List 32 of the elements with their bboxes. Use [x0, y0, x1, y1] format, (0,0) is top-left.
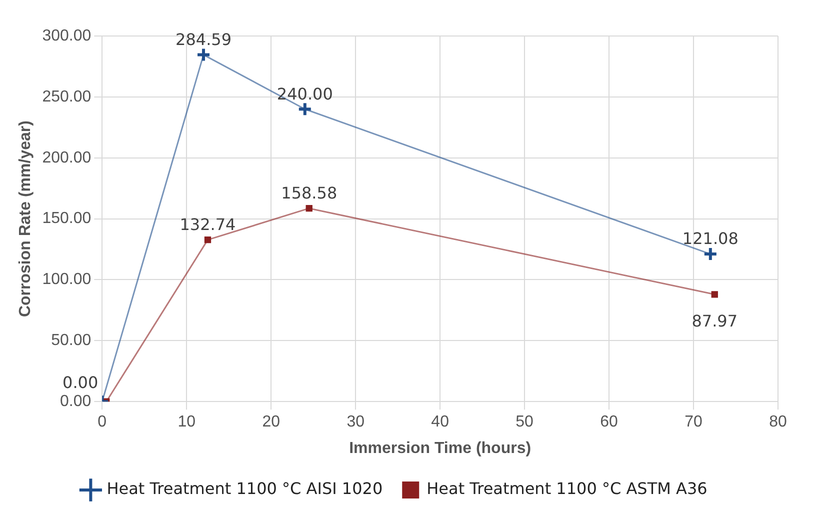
point [204, 236, 212, 244]
data-label: 158.58 [281, 184, 338, 202]
y-tick-label: 150.00 [42, 210, 92, 228]
data-label: 121.08 [682, 229, 738, 248]
y-tick-label: 100.00 [42, 271, 92, 288]
y-axis-title: Corrosion Rate (mm/year) [17, 120, 34, 318]
y-tick-label: 0.00 [60, 393, 92, 410]
point [306, 205, 312, 212]
point [297, 102, 312, 117]
data-label: 240.00 [276, 84, 333, 104]
x-tick-label: 30 [346, 414, 365, 431]
data-label: 132.74 [180, 214, 236, 234]
y-tick-label: 50.00 [51, 332, 92, 350]
x-tick-label: 70 [684, 414, 703, 431]
x-tick-label: 80 [769, 414, 787, 431]
y-tick-label: 250.00 [42, 88, 92, 106]
y-tick-label: 300.00 [42, 27, 92, 44]
y-tick-label: 200.00 [42, 149, 92, 166]
x-axis-title: Immersion Time (hours) [349, 440, 532, 457]
point [196, 47, 212, 62]
legend-label: Heat Treatment 1100 °C AISI 1020 [106, 479, 383, 498]
x-tick-label: 40 [431, 414, 450, 431]
x-tick-label: 10 [178, 414, 196, 431]
x-tick-label: 60 [600, 414, 618, 431]
x-tick-label: 20 [262, 414, 280, 431]
x-tick-label: 0 [98, 414, 107, 431]
x-tick-label: 50 [516, 414, 534, 431]
data-label: 284.59 [176, 30, 232, 49]
data-label: 87.97 [692, 312, 738, 331]
legend-label: Heat Treatment 1100 °C ASTM A36 [426, 479, 708, 498]
point [711, 291, 718, 298]
point [702, 246, 718, 262]
